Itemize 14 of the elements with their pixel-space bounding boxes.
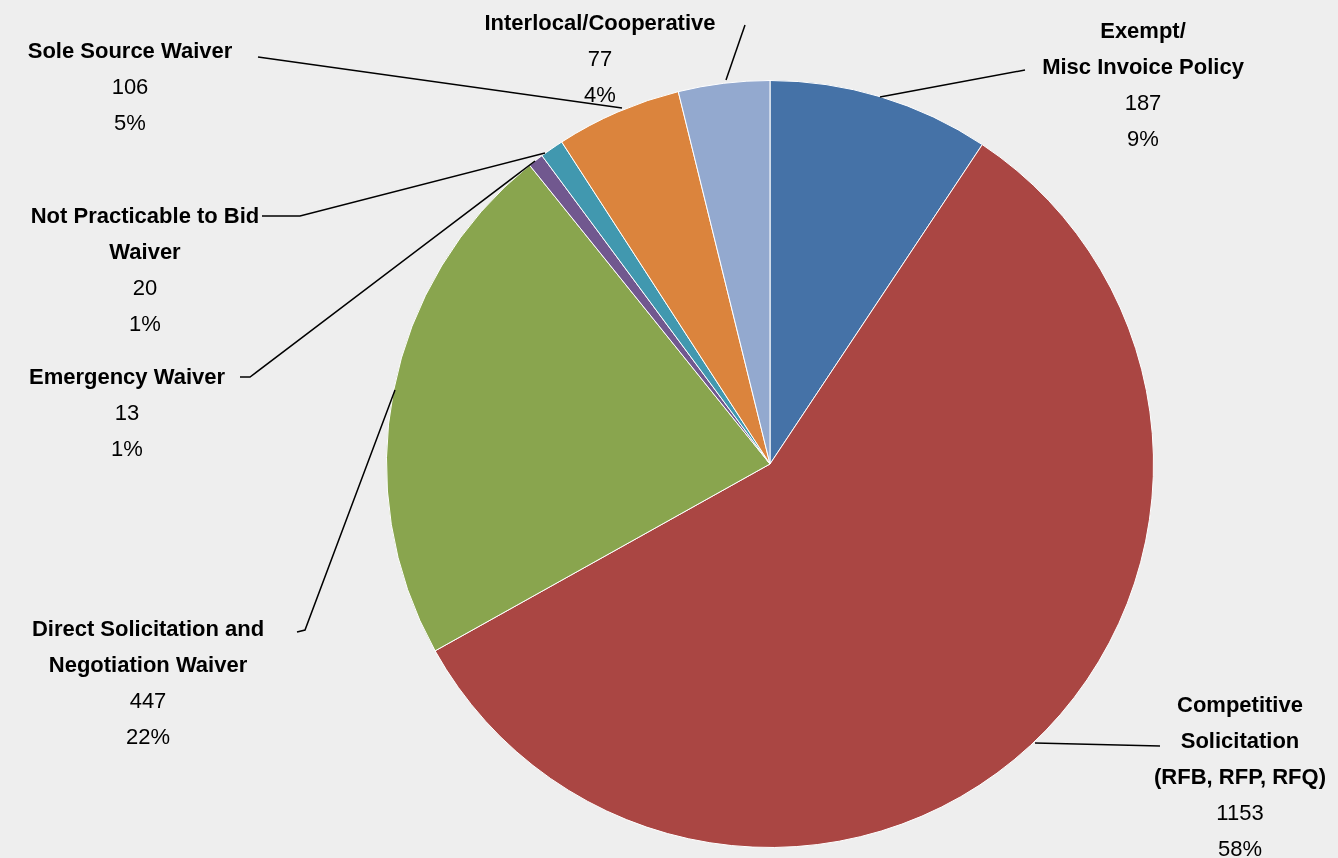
data-label: 77 4% bbox=[584, 46, 616, 107]
slice-label: Direct Solicitation and Negotiation Waiver bbox=[31, 616, 265, 677]
slice-label: Not Practicable to Bid Waiver bbox=[30, 203, 260, 264]
slice-label: Competitive Solicitation (RFB, RFP, RFQ) bbox=[1154, 692, 1326, 789]
slice-label: Sole Source Waiver bbox=[27, 38, 233, 63]
data-label: 13 1% bbox=[111, 400, 143, 461]
data-label: 1153 58% bbox=[1216, 800, 1264, 858]
data-label: 187 9% bbox=[1124, 90, 1162, 151]
slice-label: Interlocal/Cooperative bbox=[484, 10, 716, 35]
data-label: 20 1% bbox=[129, 275, 161, 336]
data-label: 106 5% bbox=[111, 74, 149, 135]
data-label: 447 22% bbox=[125, 688, 171, 749]
slice-label: Exempt/ Misc Invoice Policy bbox=[1042, 18, 1245, 79]
slice-label: Emergency Waiver bbox=[28, 364, 226, 389]
